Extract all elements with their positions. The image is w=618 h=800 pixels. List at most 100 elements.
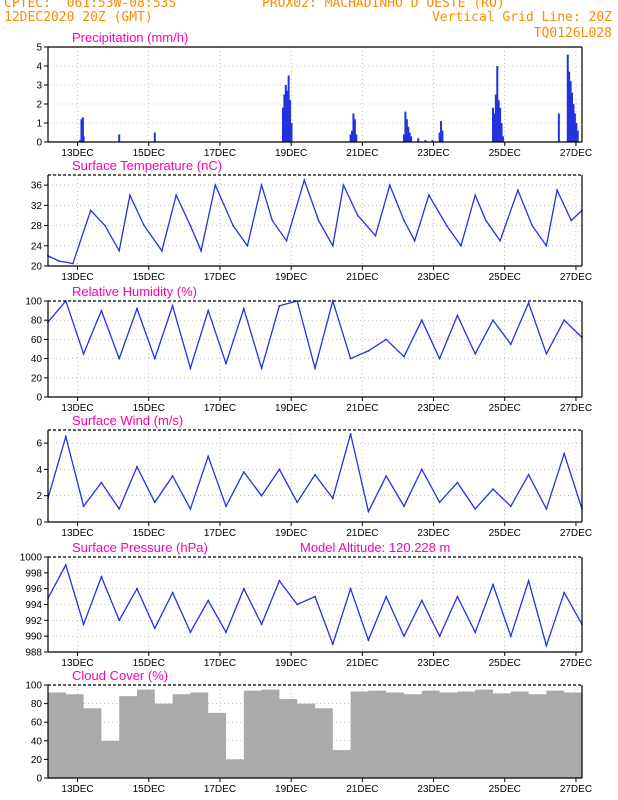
y-tick-label: 0: [36, 138, 42, 149]
precip-bar: [287, 75, 290, 142]
data-point: [278, 468, 281, 471]
data-point: [100, 575, 103, 578]
precip-bar: [407, 126, 410, 142]
data-point: [153, 357, 156, 360]
data-point: [474, 631, 477, 634]
data-point: [225, 505, 227, 508]
y-tick-label: 6: [36, 439, 42, 450]
x-tick-label: 19DEC: [275, 403, 307, 414]
y-tick-label: 2: [36, 100, 42, 111]
data-point: [509, 505, 512, 508]
data-point: [509, 343, 512, 346]
precip-bar: [438, 132, 441, 142]
x-tick-label: 25DEC: [489, 784, 521, 795]
data-point: [314, 473, 316, 476]
precip-bar: [284, 85, 287, 142]
data-point: [438, 357, 441, 360]
precip-bar: [281, 107, 284, 142]
panel-title: Surface Wind (m/s): [72, 413, 183, 428]
data-point: [314, 595, 316, 598]
x-tick-label: 23DEC: [417, 784, 449, 795]
data-point: [317, 219, 320, 222]
series-line: [47, 177, 583, 265]
data-point: [563, 319, 566, 322]
panel-title: Precipitation (mm/h): [72, 30, 188, 45]
x-tick-label: 25DEC: [489, 403, 521, 414]
data-point: [438, 635, 441, 638]
panel-title: Cloud Cover (%): [72, 668, 168, 683]
precip-bar: [557, 113, 560, 142]
data-point: [367, 510, 370, 513]
series-line: [47, 298, 583, 371]
data-point: [118, 249, 121, 252]
data-point: [367, 639, 370, 642]
data-point: [474, 352, 477, 355]
x-tick-label: 19DEC: [275, 148, 307, 159]
x-tick-label: 27DEC: [560, 658, 592, 669]
y-tick-label: 80: [31, 699, 43, 710]
data-point: [161, 249, 163, 252]
data-point: [72, 262, 74, 265]
data-point: [367, 350, 370, 352]
precip-bar: [403, 134, 405, 142]
data-point: [136, 587, 138, 590]
data-point: [527, 579, 530, 582]
data-point: [136, 465, 138, 468]
data-point: [570, 219, 573, 222]
x-tick-label: 21DEC: [346, 272, 378, 283]
data-point: [104, 224, 106, 227]
y-tick-label: 990: [25, 632, 42, 643]
x-tick-label: 17DEC: [204, 403, 236, 414]
precip-bar: [500, 123, 503, 142]
data-point: [403, 635, 405, 638]
data-point: [303, 179, 306, 181]
data-point: [314, 367, 316, 370]
data-point: [57, 260, 60, 262]
header-location: PROX02: MACHADINHO D OESTE (RO): [262, 0, 505, 11]
precip-bar: [566, 54, 569, 142]
precip-bar: [283, 94, 286, 142]
y-tick-label: 992: [25, 616, 42, 627]
precip-bar: [431, 140, 434, 142]
precip-bar: [81, 117, 84, 142]
data-point: [225, 362, 227, 365]
data-point: [189, 631, 192, 634]
data-point: [492, 583, 494, 586]
data-point: [474, 507, 477, 510]
data-point: [460, 244, 462, 247]
precip-bar: [417, 138, 420, 142]
data-point: [456, 481, 459, 484]
y-tick-label: 36: [31, 181, 43, 192]
x-tick-label: 25DEC: [489, 272, 521, 283]
precip-bar: [569, 81, 572, 142]
y-tick-label: 2: [36, 491, 42, 502]
x-tick-label: 23DEC: [417, 528, 449, 539]
precip-bar: [408, 132, 411, 142]
data-point: [171, 591, 174, 594]
data-point: [545, 644, 548, 647]
panel-title: Surface Temperature (nC): [72, 158, 222, 173]
data-point: [356, 214, 359, 217]
x-tick-label: 15DEC: [133, 528, 165, 539]
precip-bar: [440, 121, 443, 142]
data-point: [260, 367, 263, 370]
data-point: [484, 219, 487, 222]
data-point: [509, 635, 512, 638]
y-tick-label: 988: [25, 648, 42, 659]
precip-bar: [352, 113, 355, 142]
data-point: [545, 352, 548, 355]
x-tick-label: 27DEC: [560, 528, 592, 539]
data-point: [285, 239, 288, 242]
precip-bar: [572, 104, 575, 142]
data-point: [171, 304, 174, 307]
x-tick-label: 17DEC: [204, 784, 236, 795]
y-tick-label: 1000: [20, 553, 43, 564]
data-point: [175, 194, 178, 197]
precip-bar: [286, 90, 289, 142]
precip-bar: [80, 119, 83, 142]
data-point: [100, 309, 103, 312]
data-point: [527, 302, 530, 304]
data-point: [260, 623, 263, 626]
x-tick-label: 27DEC: [560, 148, 592, 159]
data-point: [296, 300, 299, 302]
